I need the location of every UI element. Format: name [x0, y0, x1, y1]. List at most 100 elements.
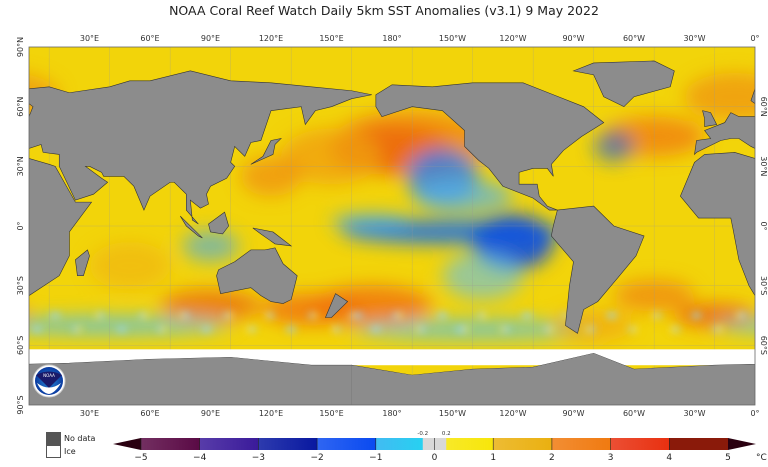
- colorbar-tick-label: 2: [549, 453, 555, 463]
- latitude-label-left: 60°S: [16, 336, 25, 355]
- colorbar-segment: [375, 438, 435, 450]
- colorbar-tick-label: −1: [369, 453, 382, 463]
- colorbar-tick-label: −2: [310, 453, 323, 463]
- latitude-label-left: 90°S: [16, 395, 25, 414]
- anomaly-detail: [32, 312, 746, 333]
- colorbar-tick-label: −3: [252, 453, 265, 463]
- map-frame: [28, 46, 756, 406]
- anomaly-patch: [714, 318, 755, 333]
- land-britain: [702, 110, 718, 127]
- colorbar-segment: [610, 438, 670, 450]
- colorbar-tick-label: 5: [725, 453, 731, 463]
- latitude-label-right: 60°N: [759, 97, 768, 117]
- anomaly-speckle: [633, 326, 640, 333]
- longitude-label: 60°W: [623, 34, 645, 43]
- colorbar-segment: [551, 438, 611, 450]
- no-data-label: No data: [64, 434, 96, 443]
- longitude-label: 120°E: [259, 409, 283, 418]
- map-title: NOAA Coral Reef Watch Daily 5km SST Anom…: [169, 3, 599, 18]
- anomaly-speckle: [268, 312, 274, 319]
- anomaly-patch: [89, 241, 171, 290]
- land-greenland: [572, 60, 675, 108]
- longitude-label: 120°E: [259, 34, 283, 43]
- colorbar-tick-label: 3: [608, 453, 614, 463]
- anomaly-speckle: [356, 312, 363, 319]
- longitude-label: 60°E: [140, 34, 159, 43]
- anomaly-speckle: [655, 312, 662, 319]
- colorbar: −5 −4 −3 −2 −1 0 1 2 3 4 5 -0.2 0.2 °C: [113, 431, 767, 463]
- longitude-label: 150°W: [439, 34, 466, 43]
- anomaly-speckle: [397, 312, 404, 319]
- axis-labels: 30°E 30°E 60°E 60°E 90°E 90°E 120°E 120°E 150°E 1…: [16, 34, 768, 418]
- anomaly-patch: [240, 156, 302, 197]
- anomaly-speckle: [419, 326, 426, 333]
- land-japan: [250, 138, 283, 165]
- anomaly-patch: [29, 315, 231, 336]
- land-south-america: [550, 205, 645, 334]
- colorbar-tick-label: −4: [193, 453, 207, 463]
- longitude-label: 120°W: [499, 409, 526, 418]
- longitude-label: 30°W: [683, 34, 705, 43]
- anomaly-speckle: [481, 312, 488, 319]
- map-area: [29, 47, 755, 405]
- longitude-label: 180°: [382, 34, 401, 43]
- longitude-label: 0°: [750, 409, 759, 418]
- noaa-logo: NOAA: [32, 364, 66, 398]
- land-madagascar: [75, 249, 90, 277]
- longitude-label: 90°E: [201, 34, 220, 43]
- anomaly-speckle: [161, 326, 168, 333]
- latitude-label-right: 30°S: [759, 276, 768, 295]
- anomaly-speckle: [183, 312, 190, 319]
- anomaly-patch: [442, 251, 524, 300]
- colorbar-tick-label: 1: [490, 453, 496, 463]
- land-eurasia: [694, 88, 755, 156]
- colorbar-low-arrow: [113, 438, 141, 450]
- colorbar-unit: °C: [756, 453, 767, 463]
- anomaly-speckle: [374, 326, 381, 333]
- anomaly-speckle: [120, 326, 127, 333]
- longitude-label: 0°: [750, 34, 759, 43]
- anomaly-speckle: [142, 312, 149, 319]
- longitude-label: 120°W: [499, 34, 526, 43]
- anomaly-speckle: [249, 326, 256, 333]
- longitude-label: 30°E: [80, 34, 99, 43]
- longitude-label: 150°E: [319, 34, 343, 43]
- colorbar-minor-label: -0.2: [417, 431, 428, 437]
- land-new-zealand: [324, 293, 349, 318]
- colorbar-segment: [141, 438, 200, 450]
- longitude-label: 150°E: [319, 409, 343, 418]
- anomaly-patch: [281, 128, 382, 185]
- legend-no-data: No data: [46, 432, 95, 445]
- colorbar-high-arrow: [728, 438, 756, 450]
- ice-label: Ice: [64, 447, 76, 456]
- anomaly-speckle: [588, 326, 595, 333]
- anomaly-speckle: [463, 326, 470, 333]
- land-masses: [29, 60, 755, 405]
- longitude-label: 60°E: [140, 409, 159, 418]
- no-data-swatch: [46, 432, 61, 445]
- anomaly-speckle: [695, 312, 702, 319]
- anomaly-patch: [331, 214, 413, 230]
- anomaly-speckle: [503, 326, 510, 333]
- colorbar-tick-label: −5: [134, 453, 147, 463]
- latitude-label-right: 30°N: [759, 156, 768, 176]
- longitude-label: 150°W: [439, 409, 466, 418]
- longitude-label: 180°: [382, 409, 401, 418]
- legend-ice: Ice: [46, 445, 76, 458]
- anomaly-speckle: [526, 312, 533, 319]
- anomaly-patch: [593, 130, 634, 163]
- colorbar-segment: [669, 438, 728, 450]
- ice-swatch: [46, 445, 61, 458]
- anomaly-speckle: [36, 326, 43, 333]
- anomaly-speckle: [205, 326, 212, 333]
- colorbar-segment: [258, 438, 318, 450]
- colorbar-tick-label: 0: [432, 453, 438, 463]
- anomaly-speckle: [98, 312, 105, 319]
- land-sumatra: [179, 215, 203, 239]
- anomaly-patch: [160, 289, 261, 322]
- svg-text:NOAA: NOAA: [43, 373, 55, 378]
- anomaly-speckle: [312, 312, 319, 319]
- anomaly-speckle: [441, 312, 448, 319]
